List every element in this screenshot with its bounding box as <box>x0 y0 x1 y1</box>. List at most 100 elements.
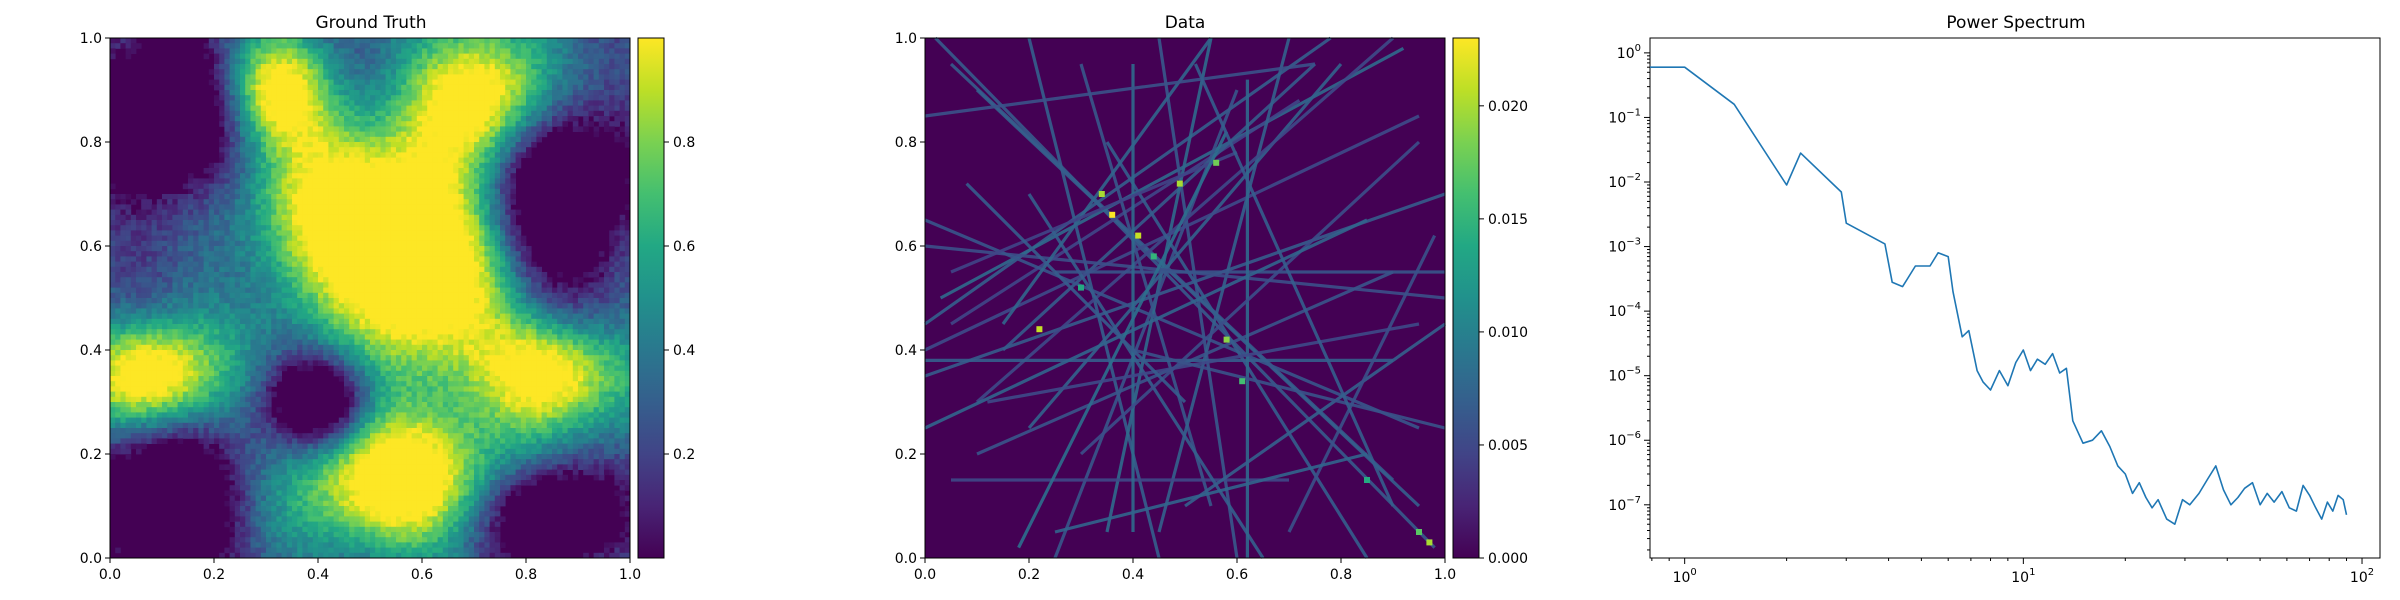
heatmap-cell <box>479 110 485 117</box>
heatmap-cell <box>572 318 579 325</box>
heatmap-cell <box>224 95 230 101</box>
heatmap-cell <box>141 214 147 221</box>
heatmap-cell <box>318 204 324 210</box>
heatmap-cell <box>520 74 527 80</box>
heatmap-cell <box>141 292 147 299</box>
heatmap-cell <box>432 136 438 143</box>
heatmap-cell <box>297 48 303 54</box>
heatmap-cell <box>422 199 428 205</box>
heatmap-cell <box>370 272 376 278</box>
heatmap-cell <box>375 214 381 221</box>
heatmap-cell <box>312 235 319 242</box>
heatmap-cell <box>458 162 464 169</box>
heatmap-cell <box>307 204 314 210</box>
heatmap-cell <box>338 105 345 112</box>
heatmap-cell <box>260 313 267 320</box>
heatmap-cell <box>442 38 449 44</box>
heatmap-cell <box>240 261 246 268</box>
heatmap-cell <box>245 100 251 106</box>
heatmap-cell <box>297 84 303 91</box>
heatmap-cell <box>567 313 574 320</box>
heatmap-cell <box>500 152 506 158</box>
heatmap-cell <box>510 183 516 190</box>
heatmap-cell <box>463 303 470 309</box>
heatmap-cell <box>250 162 256 169</box>
heatmap-cell <box>593 116 600 122</box>
heatmap-cell <box>323 79 329 86</box>
heatmap-cell <box>193 230 199 236</box>
heatmap-cell <box>338 84 345 91</box>
heatmap-cell <box>188 344 194 351</box>
heatmap-cell <box>188 178 194 184</box>
heatmap-cell <box>151 324 158 330</box>
heatmap-cell <box>401 329 407 335</box>
heatmap-cell <box>416 251 423 257</box>
heatmap-cell <box>390 142 397 148</box>
heatmap-cell <box>463 235 470 242</box>
heatmap-cell <box>359 152 366 158</box>
heatmap-cell <box>156 256 163 262</box>
heatmap-cell <box>416 209 423 216</box>
heatmap-cell <box>224 308 230 314</box>
heatmap-cell <box>416 152 423 158</box>
heatmap-cell <box>338 329 345 335</box>
heatmap-cell <box>453 266 459 273</box>
heatmap-cell <box>406 194 412 200</box>
heatmap-cell <box>250 240 256 247</box>
heatmap-cell <box>312 74 319 80</box>
heatmap-cell <box>396 225 402 231</box>
heatmap-cell <box>520 246 527 252</box>
heatmap-cell <box>468 53 475 60</box>
heatmap-cell <box>484 131 490 138</box>
heatmap-cell <box>494 220 501 226</box>
heatmap-cell <box>427 121 433 127</box>
heatmap-cell <box>312 90 319 96</box>
heatmap-cell <box>572 38 579 44</box>
heatmap-cell <box>458 246 464 252</box>
heatmap-cell <box>344 105 350 112</box>
heatmap-cell <box>552 308 558 314</box>
heatmap-cell <box>354 162 360 169</box>
heatmap-cell <box>385 292 392 299</box>
heatmap-cell <box>453 168 459 174</box>
heatmap-cell <box>494 131 501 138</box>
heatmap-cell <box>411 58 418 65</box>
heatmap-cell <box>234 287 241 294</box>
heatmap-cell <box>427 69 433 75</box>
heatmap-cell <box>349 116 355 122</box>
heatmap-cell <box>593 313 600 320</box>
heatmap-cell <box>396 287 402 294</box>
heatmap-cell <box>489 298 496 304</box>
heatmap-cell <box>624 53 631 60</box>
heatmap-cell <box>364 256 371 262</box>
heatmap-cell <box>536 292 542 299</box>
heatmap-cell <box>520 142 527 148</box>
heatmap-cell <box>609 339 615 346</box>
heatmap-cell <box>375 251 381 257</box>
heatmap-cell <box>240 298 246 304</box>
heatmap-cell <box>562 43 568 49</box>
heatmap-cell <box>130 318 137 325</box>
heatmap-cell <box>375 272 381 278</box>
heatmap-cell <box>255 272 262 278</box>
heatmap-cell <box>593 344 600 351</box>
heatmap-cell <box>385 131 392 138</box>
heatmap-cell <box>354 313 360 320</box>
heatmap-cell <box>484 246 490 252</box>
heatmap-cell <box>312 69 319 75</box>
heatmap-cell <box>552 79 558 86</box>
heatmap-cell <box>146 220 152 226</box>
heatmap-cell <box>203 246 210 252</box>
heatmap-cell <box>318 240 324 247</box>
heatmap-cell <box>359 188 366 195</box>
heatmap-cell <box>380 277 386 283</box>
heatmap-cell <box>604 344 610 351</box>
heatmap-cell <box>526 74 532 80</box>
heatmap-cell <box>396 84 402 91</box>
heatmap-cell <box>229 235 236 242</box>
heatmap-cell <box>302 246 308 252</box>
heatmap-cell <box>359 303 366 309</box>
heatmap-cell <box>624 277 631 283</box>
heatmap-cell <box>520 69 527 75</box>
heatmap-cell <box>271 214 277 221</box>
